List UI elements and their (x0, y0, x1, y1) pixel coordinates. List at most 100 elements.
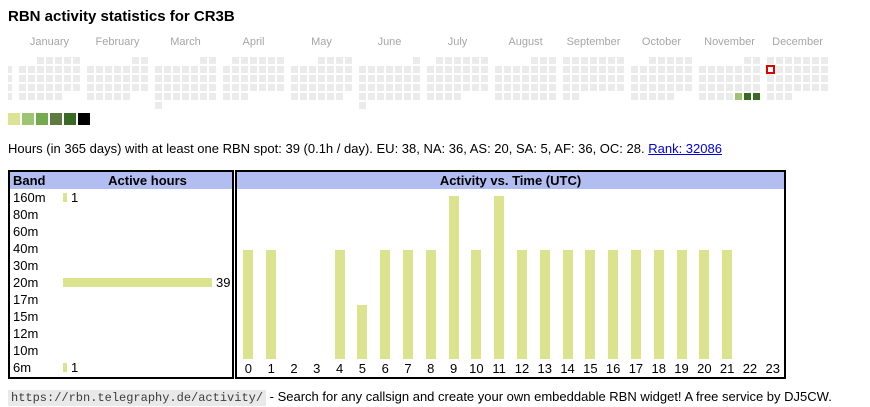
hour-bar (539, 250, 550, 359)
day-cell (309, 93, 316, 100)
month-block: November (699, 35, 760, 109)
day-cell-blank (359, 57, 366, 64)
day-cell-blank (164, 57, 171, 64)
hour-label: 1 (267, 360, 275, 376)
day-cell (463, 57, 470, 64)
day-cell (427, 84, 434, 91)
day-cell (268, 75, 275, 82)
day-cell (572, 75, 579, 82)
day-cell-blank (223, 57, 230, 64)
day-cell (73, 57, 80, 64)
hour-bar (402, 250, 413, 359)
day-cell (345, 75, 352, 82)
day-cell (436, 57, 443, 64)
day-cell (386, 93, 393, 100)
hour-label: 8 (427, 360, 435, 376)
day-cell (708, 93, 715, 100)
day-cell (513, 93, 520, 100)
day-cell (803, 84, 810, 91)
day-cell-blank (191, 57, 198, 64)
day-cell (794, 57, 801, 64)
hour-slot (374, 250, 397, 359)
day-cell (581, 75, 588, 82)
month-grid (155, 57, 216, 109)
day-cell (522, 66, 529, 73)
day-cell (386, 75, 393, 82)
day-cell (223, 66, 230, 73)
hour-label: 3 (313, 360, 321, 376)
month-grid (291, 57, 352, 100)
day-cell (531, 66, 538, 73)
day-cell (250, 66, 257, 73)
hour-bar (653, 250, 664, 359)
day-cell (182, 66, 189, 73)
rank-link[interactable]: Rank: 32086 (648, 141, 722, 156)
band-label: 80m (13, 207, 39, 222)
day-cell (277, 57, 284, 64)
day-cell (87, 66, 94, 73)
month-grid (563, 57, 624, 100)
day-cell (114, 75, 121, 82)
day-cell (291, 93, 298, 100)
day-cell (821, 75, 828, 82)
day-cell (454, 57, 461, 64)
day-cell (785, 57, 792, 64)
day-cell (241, 84, 248, 91)
day-cell (318, 75, 325, 82)
day-cell (19, 75, 26, 82)
band-row: 12m (10, 325, 232, 342)
day-cell (259, 75, 266, 82)
day-cell-blank (123, 57, 130, 64)
hour-slot (442, 196, 465, 359)
day-cell (563, 84, 570, 91)
day-cell (513, 75, 520, 82)
day-cell (572, 84, 579, 91)
hour-label: 20 (697, 360, 712, 376)
hour-bar (699, 250, 710, 359)
day-cell (631, 75, 638, 82)
day-cell (413, 84, 420, 91)
day-cell (649, 84, 656, 91)
band-label: 12m (13, 326, 39, 341)
day-cell (717, 93, 724, 100)
day-cell-blank (19, 57, 26, 64)
day-cell (200, 93, 207, 100)
day-cell (223, 84, 230, 91)
hour-bar (266, 250, 277, 359)
day-cell (812, 57, 819, 64)
hour-bar (494, 196, 505, 359)
day-cell (436, 84, 443, 91)
day-cell (8, 84, 12, 91)
day-cell (531, 75, 538, 82)
hour-label: 14 (560, 360, 575, 376)
month-label: February (95, 36, 140, 48)
band-label: 20m (13, 275, 39, 290)
hour-label: 11 (492, 360, 506, 376)
day-cell (617, 75, 624, 82)
day-cell-blank (291, 57, 298, 64)
day-cell (676, 75, 683, 82)
day-cell (436, 75, 443, 82)
band-value: 1 (71, 190, 79, 205)
day-cell (300, 84, 307, 91)
legend-swatch (50, 113, 62, 125)
day-cell (368, 75, 375, 82)
page-title: RBN activity statistics for CR3B (8, 8, 235, 25)
day-cell (336, 84, 343, 91)
day-cell (200, 84, 207, 91)
day-cell (209, 66, 216, 73)
day-cell (563, 57, 570, 64)
day-cell (191, 66, 198, 73)
day-cell (377, 66, 384, 73)
day-cell (55, 75, 62, 82)
hour-label: 21 (719, 360, 735, 376)
day-cell (549, 66, 556, 73)
day-cell (495, 75, 502, 82)
day-cell (395, 75, 402, 82)
day-cell (608, 75, 615, 82)
day-cell (19, 93, 26, 100)
day-cell (572, 57, 579, 64)
day-cell (105, 66, 112, 73)
day-cell (404, 66, 411, 73)
day-cell (155, 66, 162, 73)
